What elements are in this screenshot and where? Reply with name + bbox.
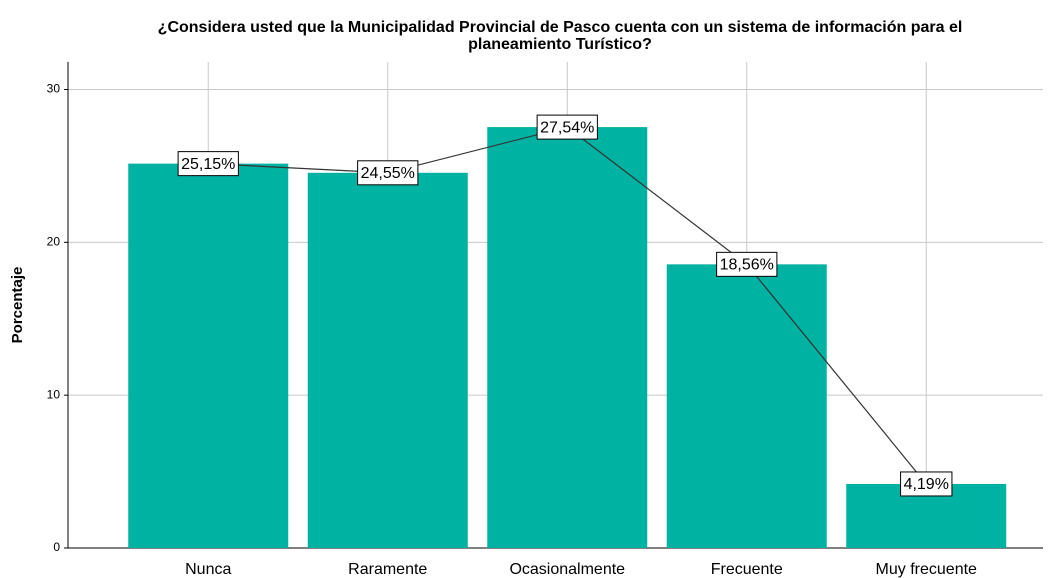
value-label: 18,56% — [720, 257, 774, 274]
x-tick-label: Nunca — [185, 561, 231, 578]
x-tick-label: Muy frecuente — [876, 561, 977, 578]
x-tick-label: Frecuente — [711, 561, 783, 578]
value-label-box — [177, 151, 239, 177]
bar — [128, 163, 289, 548]
bar — [487, 127, 648, 549]
value-label: 27,54% — [540, 119, 594, 136]
chart-title: ¿Considera usted que la Municipalidad Pr… — [158, 19, 963, 36]
bar — [666, 264, 827, 548]
value-label: 24,55% — [361, 165, 415, 182]
y-tick-label: 10 — [47, 387, 61, 401]
bar — [307, 172, 468, 548]
value-label-box — [716, 251, 778, 277]
value-label-box — [536, 114, 598, 140]
x-tick-label: Raramente — [348, 561, 427, 578]
value-label-box — [357, 160, 419, 186]
value-label: 4,19% — [904, 476, 949, 493]
chart-title: planeamiento Turístico? — [468, 36, 652, 53]
value-label: 25,15% — [181, 156, 235, 173]
value-label-box — [900, 471, 953, 497]
y-tick-label: 0 — [53, 540, 60, 554]
y-tick-label: 20 — [47, 235, 61, 249]
y-tick-label: 30 — [47, 82, 61, 96]
y-axis-label: Porcentaje — [9, 267, 26, 344]
x-tick-label: Ocasionalmente — [509, 561, 625, 578]
